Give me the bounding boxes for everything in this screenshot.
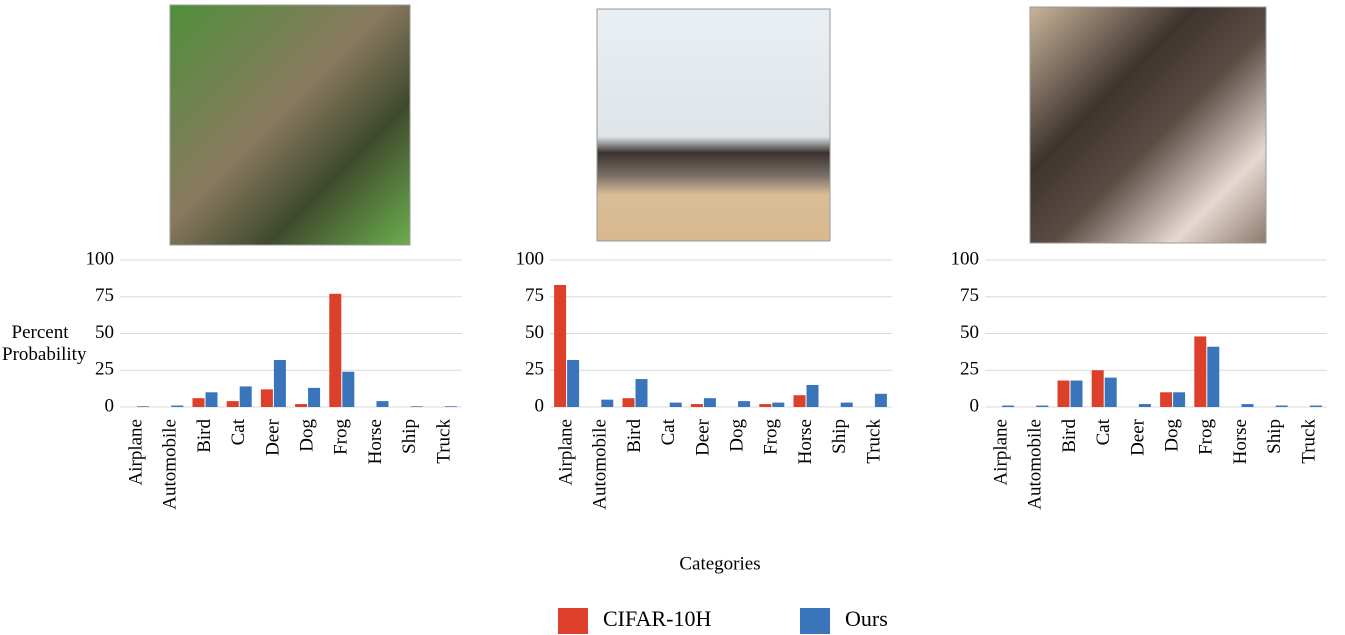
y-tick-label: 25 xyxy=(525,359,544,380)
legend-label: CIFAR-10H xyxy=(603,606,711,631)
x-axis-label: Categories xyxy=(679,553,760,574)
bar xyxy=(636,379,648,407)
x-tick-label: Airplane xyxy=(990,419,1011,485)
bar xyxy=(567,360,579,407)
y-tick-label: 100 xyxy=(951,248,980,269)
bar xyxy=(1139,404,1151,407)
y-tick-label: 75 xyxy=(525,285,544,306)
y-tick-label: 100 xyxy=(86,248,115,269)
bar xyxy=(1092,370,1104,407)
bar xyxy=(445,406,457,407)
bar xyxy=(691,404,703,407)
legend-swatch xyxy=(800,608,830,634)
bar xyxy=(1207,347,1219,407)
bar xyxy=(1173,392,1185,407)
bar xyxy=(411,406,423,407)
bar xyxy=(1105,378,1117,407)
bar xyxy=(1036,406,1048,407)
bar xyxy=(342,372,354,407)
x-tick-label: Dog xyxy=(296,419,317,452)
x-tick-label: Horse xyxy=(1230,419,1251,464)
y-tick-label: 25 xyxy=(960,359,979,380)
bar xyxy=(1071,381,1083,407)
x-tick-label: Horse xyxy=(365,419,386,464)
x-tick-label: Bird xyxy=(624,419,645,453)
bar xyxy=(623,398,635,407)
bar xyxy=(1002,406,1014,407)
x-tick-label: Automobile xyxy=(590,419,611,510)
x-tick-label: Frog xyxy=(1196,419,1217,455)
bar xyxy=(1276,406,1288,407)
bar xyxy=(274,360,286,407)
bar xyxy=(759,404,771,407)
legend-label: Ours xyxy=(845,606,888,631)
bar xyxy=(137,406,149,407)
x-tick-label: Dog xyxy=(1161,419,1182,452)
x-tick-label: Frog xyxy=(761,419,782,455)
figure: Categories 0 25 50 75 100 Airplane Automobile B… xyxy=(0,0,1345,635)
bar xyxy=(670,403,682,407)
image xyxy=(1030,7,1266,243)
bar xyxy=(1242,404,1254,407)
y-tick-label: 50 xyxy=(960,322,979,343)
bar xyxy=(295,404,307,407)
x-tick-label: Deer xyxy=(1127,418,1148,456)
bar xyxy=(1310,406,1322,407)
x-tick-label: Bird xyxy=(194,419,215,453)
x-tick-label: Automobile xyxy=(1025,419,1046,510)
x-tick-label: Cat xyxy=(1093,418,1114,445)
x-tick-label: Cat xyxy=(658,418,679,445)
y-tick-label: 0 xyxy=(970,395,980,416)
y-tick-label: 75 xyxy=(95,285,114,306)
bar xyxy=(261,389,273,407)
bar xyxy=(807,385,819,407)
y-tick-label: 100 xyxy=(516,248,545,269)
x-tick-label: Ship xyxy=(1264,419,1285,454)
y-tick-label: 25 xyxy=(95,359,114,380)
x-tick-label: Deer xyxy=(692,418,713,456)
legend-swatch xyxy=(558,608,588,634)
bar xyxy=(171,406,183,407)
x-tick-label: Airplane xyxy=(555,419,576,485)
y-tick-label: 0 xyxy=(535,395,545,416)
bar xyxy=(704,398,716,407)
bar xyxy=(206,392,218,407)
y-tick-label: 50 xyxy=(525,322,544,343)
bar xyxy=(601,400,613,407)
bar xyxy=(240,386,252,407)
bar xyxy=(377,401,389,407)
x-tick-label: Truck xyxy=(433,419,454,464)
bar xyxy=(794,395,806,407)
bar xyxy=(1058,381,1070,407)
bar xyxy=(227,401,239,407)
x-tick-label: Frog xyxy=(331,419,352,455)
x-tick-label: Cat xyxy=(228,418,249,445)
x-tick-label: Deer xyxy=(262,418,283,456)
x-tick-label: Ship xyxy=(829,419,850,454)
x-tick-label: Automobile xyxy=(160,419,181,510)
bar xyxy=(329,294,341,407)
bar xyxy=(875,394,887,407)
x-tick-label: Truck xyxy=(1298,419,1319,464)
x-tick-label: Airplane xyxy=(125,419,146,485)
bar xyxy=(554,285,566,407)
bar xyxy=(738,401,750,407)
bar xyxy=(841,403,853,407)
x-tick-label: Truck xyxy=(863,419,884,464)
bar xyxy=(308,388,320,407)
x-tick-label: Dog xyxy=(726,419,747,452)
y-tick-label: 0 xyxy=(105,395,115,416)
image xyxy=(170,5,410,245)
x-tick-label: Horse xyxy=(795,419,816,464)
bar xyxy=(1194,336,1206,407)
x-tick-label: Ship xyxy=(399,419,420,454)
image xyxy=(597,9,830,241)
page: Percent Probability Categories 025507510… xyxy=(0,0,1345,635)
bar xyxy=(1160,392,1172,407)
x-tick-label: Bird xyxy=(1059,419,1080,453)
y-tick-label: 75 xyxy=(960,285,979,306)
bar xyxy=(772,403,784,407)
bar xyxy=(193,398,205,407)
y-tick-label: 50 xyxy=(95,322,114,343)
